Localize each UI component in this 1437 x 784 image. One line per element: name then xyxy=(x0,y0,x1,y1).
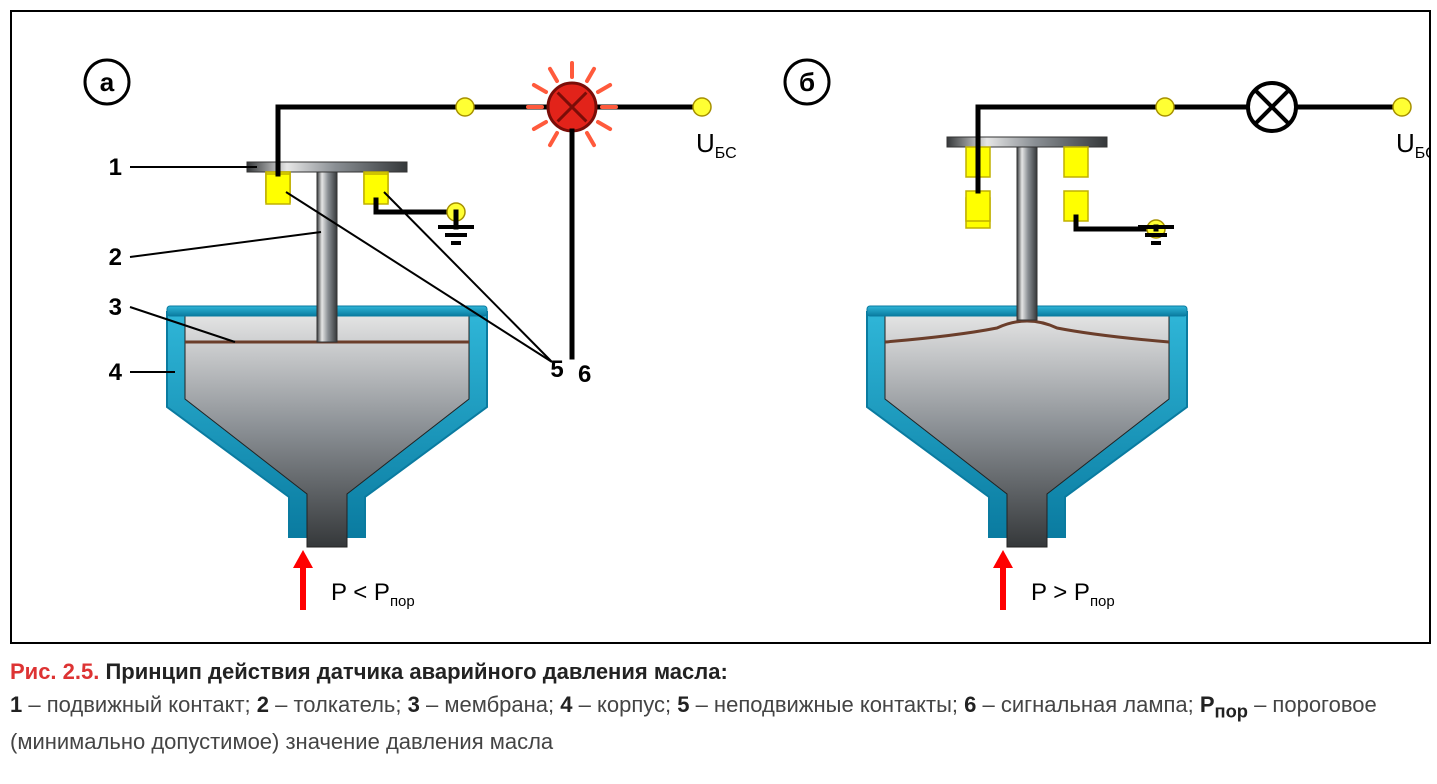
figure-number: Рис. 2.5. xyxy=(10,659,99,684)
diagram-frame: а UБС P < Pпор б UБС P > Pпор 1 2 3 4 56 xyxy=(10,10,1431,644)
svg-text:P < Pпор: P < Pпор xyxy=(331,579,415,610)
svg-text:2: 2 xyxy=(109,244,122,271)
svg-text:3: 3 xyxy=(109,294,122,321)
svg-text:6: 6 xyxy=(578,361,591,388)
svg-text:5: 5 xyxy=(550,356,563,383)
figure-caption: Рис. 2.5. Принцип действия датчика авари… xyxy=(10,655,1427,758)
svg-text:б: б xyxy=(799,67,815,97)
svg-text:UБС: UБС xyxy=(1396,128,1429,162)
svg-text:4: 4 xyxy=(109,359,123,386)
diagram-svg: а UБС P < Pпор б UБС P > Pпор 1 2 3 4 56 xyxy=(12,12,1429,642)
svg-text:а: а xyxy=(100,67,115,97)
figure-legend: 1 – подвижный контакт; 2 – толкатель; 3 … xyxy=(10,692,1377,754)
svg-text:1: 1 xyxy=(109,154,122,181)
svg-text:P > Pпор: P > Pпор xyxy=(1031,579,1115,610)
svg-text:UБС: UБС xyxy=(696,128,737,162)
figure-title: Принцип действия датчика аварийного давл… xyxy=(105,659,727,684)
